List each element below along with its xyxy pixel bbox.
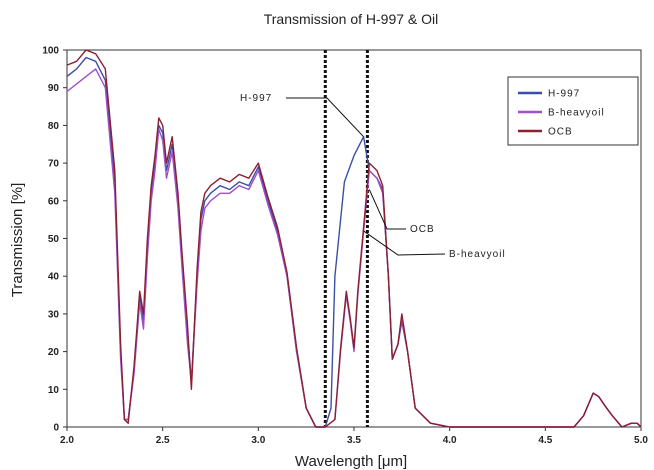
legend: H-997 B-heavyoil OCB	[507, 76, 639, 146]
x-axis-title: Wavelength [μm]	[295, 453, 407, 470]
annotation-leader	[286, 97, 364, 138]
y-axis-title: Transmission [%]	[9, 183, 26, 297]
y-tick-label: 10	[48, 385, 60, 396]
x-tick-label: 5.0	[634, 435, 648, 446]
plot-area: 0 10 20 30 40 50 60 70 80 90 100 2.0 2.5 3.0 3.5 4.0 4.…	[42, 46, 648, 447]
y-tick-label: 50	[48, 234, 60, 245]
legend-label: B-heavyoil	[548, 108, 605, 119]
x-tick-label: 3.0	[251, 435, 265, 446]
legend-label: OCB	[548, 127, 573, 138]
annotations: H-997 OCB B-heavyoil	[240, 93, 506, 260]
reference-lines	[323, 50, 369, 427]
y-tick-label: 40	[48, 272, 60, 283]
y-tick-label: 90	[48, 83, 60, 94]
legend-label: H-997	[548, 89, 580, 100]
series-lines	[66, 49, 642, 428]
annotation-label: B-heavyoil	[449, 249, 506, 260]
x-axis: 2.0 2.5 3.0 3.5 4.0 4.5 5.0	[60, 427, 648, 446]
y-tick-label: 70	[48, 159, 60, 170]
annotation-label: H-997	[240, 93, 272, 104]
x-tick-label: 4.0	[443, 435, 457, 446]
chart-title: Transmission of H-997 & Oil	[264, 11, 439, 27]
y-tick-label: 100	[42, 46, 59, 57]
annotation-label: OCB	[410, 224, 435, 235]
y-axis: 0 10 20 30 40 50 60 70 80 90 100	[42, 46, 67, 434]
y-tick-label: 60	[48, 196, 60, 207]
series-line-ocb	[66, 49, 642, 428]
x-tick-label: 3.5	[347, 435, 361, 446]
y-tick-label: 80	[48, 121, 60, 132]
x-tick-label: 4.5	[538, 435, 552, 446]
x-tick-label: 2.5	[156, 435, 170, 446]
y-tick-label: 20	[48, 347, 60, 358]
y-tick-label: 0	[53, 423, 59, 434]
annotation-leader	[368, 189, 406, 230]
x-tick-label: 2.0	[60, 435, 74, 446]
annotation-leader	[363, 230, 446, 256]
y-tick-label: 30	[48, 309, 60, 320]
